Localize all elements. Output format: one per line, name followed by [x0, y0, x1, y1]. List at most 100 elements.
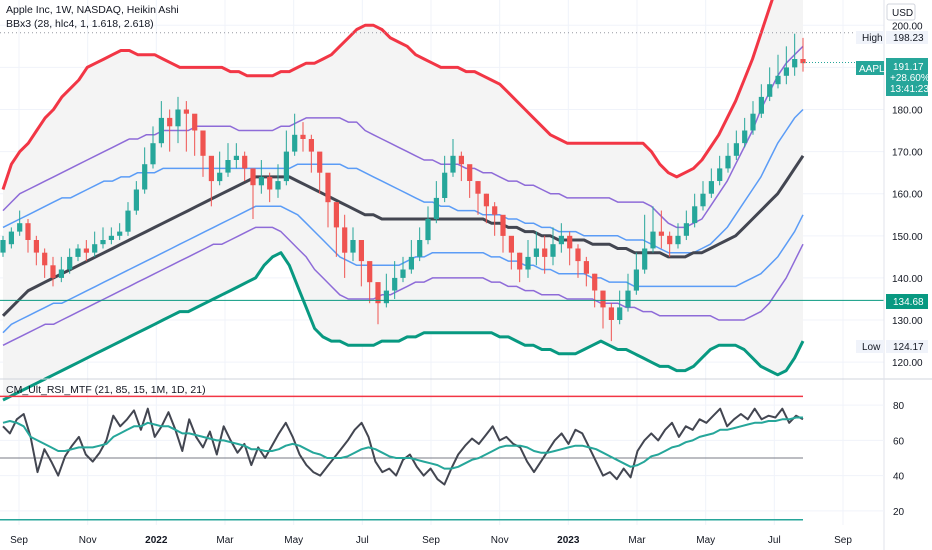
candle-body: [658, 231, 664, 236]
candle-body: [158, 117, 164, 144]
candle-body: [225, 160, 231, 173]
candle-body: [633, 269, 639, 291]
candle-body: [367, 261, 373, 283]
candle-body: [517, 252, 523, 270]
candle-body: [300, 134, 306, 139]
time-tick-label: Jul: [356, 535, 369, 546]
candle-body: [175, 109, 181, 127]
candle-body: [408, 256, 414, 270]
candle-body: [483, 193, 489, 207]
candle-body: [783, 67, 789, 76]
candle-body: [83, 248, 89, 253]
currency-button[interactable]: [886, 3, 916, 21]
rsi-tick-label: 20: [893, 507, 905, 518]
upper-band-2618-line: [1, 0, 774, 190]
candle-body: [133, 189, 139, 211]
candle-body: [375, 282, 381, 304]
candle-body: [217, 172, 223, 182]
candle-body: [117, 231, 123, 236]
lower-band-2618-line: [2, 251, 805, 402]
candle-body: [675, 235, 681, 245]
rsi-series: [2, 407, 804, 486]
low-value: 124.17: [893, 342, 924, 353]
candle-body: [642, 248, 648, 270]
symbol-label: AAPL: [859, 64, 885, 75]
candle-body: [750, 113, 756, 131]
candle-body: [533, 248, 539, 257]
rsi-indicator-label: CM_Ult_RSI_MTF (21, 85, 15, 1M, 1D, 21): [6, 384, 206, 396]
candlesticks: [0, 33, 806, 342]
candle-body: [625, 290, 631, 308]
candle-body: [492, 206, 498, 215]
price-tick-label: 130.00: [892, 316, 923, 327]
high-label: High: [862, 33, 883, 44]
price-tick-label: 170.00: [892, 148, 923, 159]
candle-body: [708, 181, 714, 194]
candle-body: [400, 269, 406, 278]
candle-body: [683, 223, 689, 236]
candle-body: [275, 181, 281, 190]
candle-body: [758, 96, 764, 114]
time-tick-label: Sep: [422, 535, 440, 546]
candle-body: [717, 168, 723, 181]
low-label: Low: [862, 342, 881, 353]
candle-body: [67, 256, 73, 270]
candle-body: [42, 252, 48, 266]
rsi-axis[interactable]: 20 40 60 80: [893, 401, 905, 518]
candle-body: [50, 265, 56, 278]
candle-body: [358, 240, 364, 262]
price-tick-label: 140.00: [892, 274, 923, 285]
price-tick-label: 180.00: [892, 106, 923, 117]
price-tick-label: 200.00: [892, 21, 923, 32]
time-tick-label: Nov: [79, 535, 97, 546]
last-price: 191.17: [893, 62, 924, 73]
candle-body: [558, 235, 564, 245]
candle-body: [742, 130, 748, 144]
rsi-tick-label: 60: [893, 436, 905, 447]
candle-body: [250, 168, 256, 186]
candle-body: [767, 84, 773, 97]
time-axis[interactable]: Sep Nov 2022 Mar May Jul Sep Nov 2023 Mar May Jul Se…: [10, 535, 852, 546]
candle-body: [200, 130, 206, 156]
candle-body: [525, 256, 531, 270]
candle-body: [458, 155, 464, 165]
low-value-tag: [886, 340, 928, 353]
candle-body: [383, 290, 389, 304]
high-tag: [856, 31, 884, 44]
candle-body: [442, 172, 448, 198]
time-tick-label: May: [284, 535, 303, 546]
rsi-signal-line: [2, 416, 803, 470]
time-tick-label: Mar: [216, 535, 234, 546]
candle-body: [125, 210, 131, 232]
candle-body: [575, 248, 581, 262]
candle-body: [592, 273, 598, 291]
candle-body: [467, 164, 473, 181]
candle-body: [650, 231, 656, 249]
candle-body: [342, 227, 348, 253]
candle-body: [567, 235, 573, 249]
candle-body: [600, 290, 606, 308]
rsi-line: [2, 407, 804, 486]
candle-body: [608, 307, 614, 320]
symbol-tag: [856, 61, 884, 75]
candle-body: [58, 269, 64, 278]
candle-body: [475, 181, 481, 194]
candle-body: [150, 143, 156, 165]
low-tag: [856, 340, 884, 353]
time-tick-label: May: [696, 535, 715, 546]
candle-body: [258, 176, 264, 186]
candle-body: [733, 143, 739, 156]
rsi-tick-label: 40: [893, 472, 905, 483]
candle-body: [550, 244, 556, 257]
candle-body: [725, 155, 731, 169]
price-tick-label: 120.00: [892, 358, 923, 369]
time-tick-label: Mar: [628, 535, 646, 546]
rsi-tick-label: 80: [893, 401, 905, 412]
candle-body: [192, 113, 198, 131]
candle-body: [242, 155, 248, 169]
candle-body: [617, 307, 623, 320]
time-tick-label: Jul: [768, 535, 781, 546]
upper-band-1618-line: [2, 45, 804, 229]
change-percent: +28.60%: [890, 73, 930, 84]
candle-body: [350, 240, 356, 253]
